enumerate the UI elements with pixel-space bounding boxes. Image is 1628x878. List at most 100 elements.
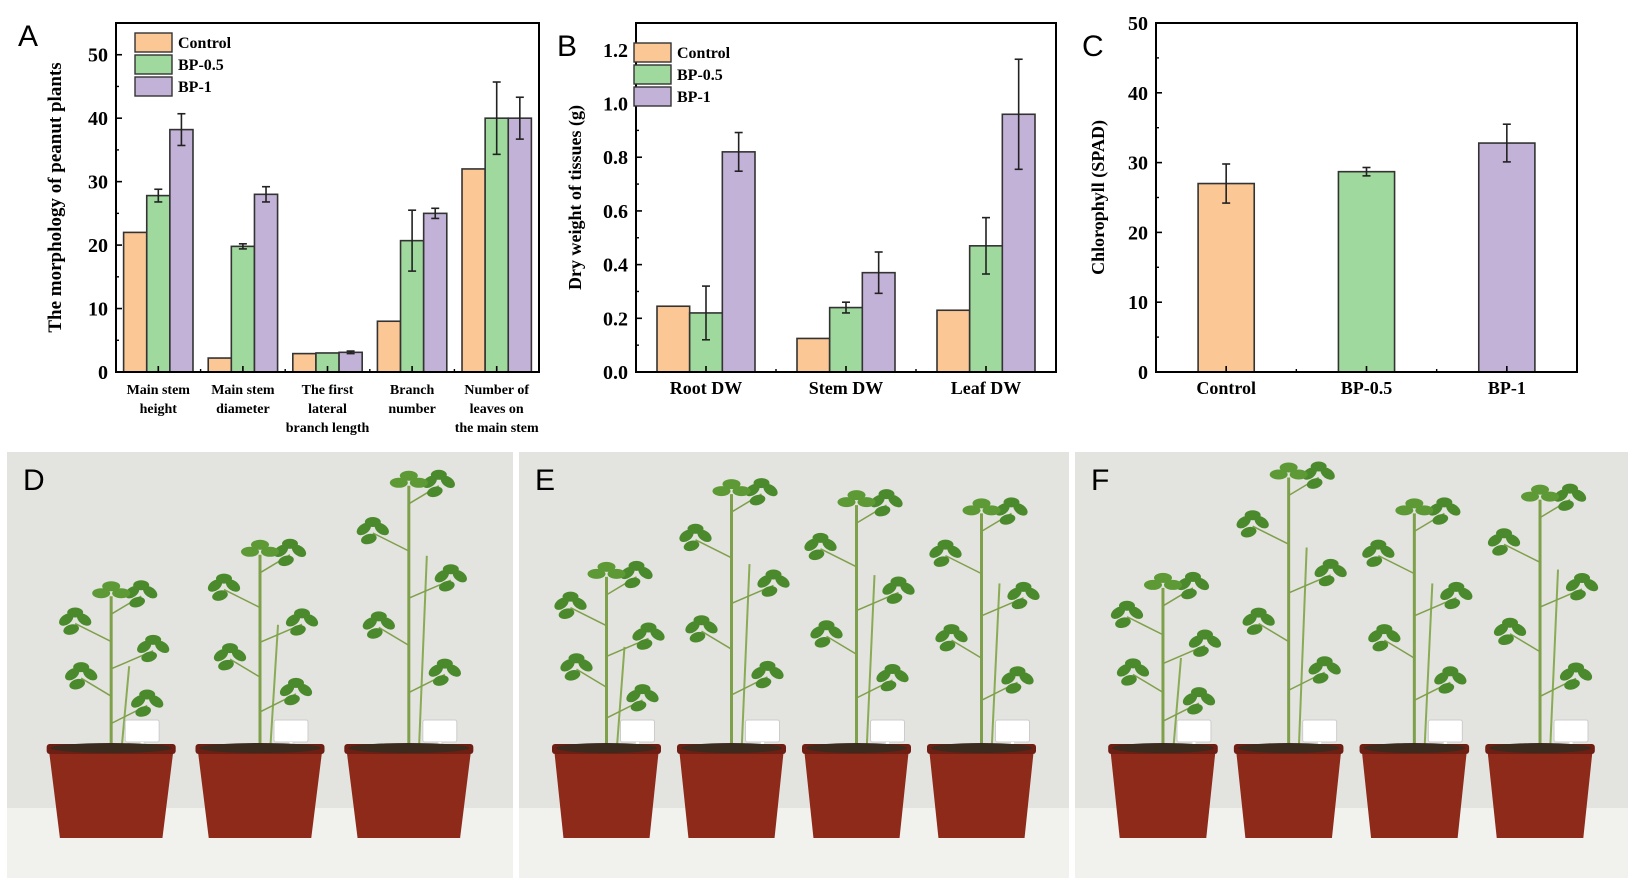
- y-tick-label: 1.2: [603, 40, 628, 62]
- legend-label: Control: [677, 45, 731, 62]
- potted-plant: [46, 580, 176, 838]
- leaflet: [1521, 491, 1540, 502]
- pot-soil: [1363, 743, 1466, 753]
- leaflet: [231, 648, 247, 662]
- leaflet: [1444, 598, 1461, 610]
- leaflet: [804, 538, 819, 552]
- leaflet: [972, 498, 991, 509]
- pot-soil: [50, 743, 172, 753]
- leaflet: [1013, 503, 1028, 516]
- leaflet: [1541, 491, 1560, 502]
- leaflet: [1432, 514, 1449, 525]
- plant-tag: [273, 719, 309, 743]
- leaflet: [874, 505, 891, 517]
- bar: [253, 193, 279, 373]
- legend-swatch: [633, 86, 672, 107]
- plant-photo-f: [1075, 452, 1628, 878]
- leaflet: [129, 596, 145, 608]
- leaflet: [638, 566, 653, 580]
- plant-stem: [615, 646, 626, 754]
- leaflet: [1434, 672, 1449, 685]
- y-tick-label: 1.0: [603, 94, 628, 116]
- legend-swatch: [134, 76, 173, 97]
- x-tick-label: Leaf DW: [951, 378, 1022, 398]
- petiole: [826, 635, 857, 655]
- leaflet: [428, 664, 443, 677]
- leaflet: [578, 659, 593, 672]
- y-axis-label: Chlorophyll (SPAD): [1088, 120, 1109, 275]
- y-tick-label: 50: [1128, 13, 1148, 35]
- leaflet: [1025, 587, 1040, 601]
- leaflet: [732, 486, 751, 497]
- petiole: [951, 639, 982, 659]
- leaflet: [1194, 577, 1210, 591]
- leaflet: [1452, 672, 1467, 685]
- leaflet: [1415, 505, 1434, 516]
- bar: [169, 128, 194, 373]
- leaflet: [1368, 629, 1383, 643]
- potted-plant: [195, 538, 325, 838]
- leaflet: [251, 539, 269, 550]
- flower-pot: [804, 748, 909, 838]
- chart-b-dry-weight: 0.0 0.2 0.4 0.6 0.8 1.0 1.2 Root DW Stem DW Leaf …: [565, 22, 1057, 398]
- petiole: [695, 539, 732, 559]
- flower-pot: [48, 748, 174, 838]
- leaflet: [1289, 469, 1308, 480]
- leaflet: [1246, 624, 1263, 635]
- leaflet: [1314, 564, 1329, 578]
- leaflet: [291, 544, 307, 558]
- panel-label-b: B: [557, 30, 578, 63]
- leaflet: [837, 497, 856, 508]
- leaflet: [399, 470, 418, 481]
- leaflet: [712, 486, 731, 497]
- leaflet: [149, 695, 164, 708]
- petiole: [701, 630, 732, 650]
- leaflet: [213, 648, 229, 662]
- bar: [721, 151, 756, 373]
- leaflet: [1254, 516, 1269, 529]
- leaflet: [624, 577, 641, 589]
- leaflet: [1163, 579, 1182, 590]
- leaflet: [757, 575, 772, 588]
- leaflet: [380, 617, 395, 630]
- plant-tag: [1302, 719, 1338, 743]
- leaflet: [69, 678, 85, 690]
- panel-label-e: E: [535, 464, 556, 497]
- petiole: [229, 658, 261, 678]
- leaflet: [1318, 575, 1335, 587]
- leaflet: [1279, 462, 1298, 473]
- leaflet: [607, 568, 626, 579]
- leaflet: [1007, 587, 1022, 601]
- leaflet: [939, 640, 956, 652]
- leaflet: [847, 490, 866, 501]
- y-tick-label: 50: [88, 45, 108, 67]
- leaflet: [1116, 664, 1132, 677]
- leaflet: [1121, 675, 1137, 686]
- x-tick-label: Control: [1196, 378, 1256, 398]
- leaflet: [367, 628, 383, 639]
- bar: [338, 351, 363, 373]
- leaflet: [888, 494, 903, 508]
- flower-pot: [1235, 748, 1342, 838]
- potted-plant: [677, 478, 790, 838]
- leaflet: [933, 556, 950, 567]
- leaflet: [1559, 668, 1575, 681]
- leaflet: [683, 540, 700, 552]
- leaflet: [1181, 588, 1197, 600]
- leaflet: [828, 626, 843, 639]
- leaflet: [1115, 617, 1131, 629]
- bar: [936, 309, 971, 373]
- x-tick-label: number: [388, 402, 435, 417]
- leaflet: [1446, 503, 1461, 516]
- bar: [828, 306, 864, 373]
- leaflet: [1143, 579, 1162, 590]
- leaflet: [1458, 587, 1473, 601]
- x-tick-label: leaves on: [470, 402, 524, 417]
- leaflet: [131, 695, 146, 708]
- leaflet: [1153, 572, 1172, 583]
- leaflet: [92, 588, 111, 599]
- leaflet: [452, 569, 467, 583]
- y-tick-label: 30: [88, 172, 108, 194]
- leaflet: [935, 629, 950, 643]
- potted-plant: [344, 469, 474, 838]
